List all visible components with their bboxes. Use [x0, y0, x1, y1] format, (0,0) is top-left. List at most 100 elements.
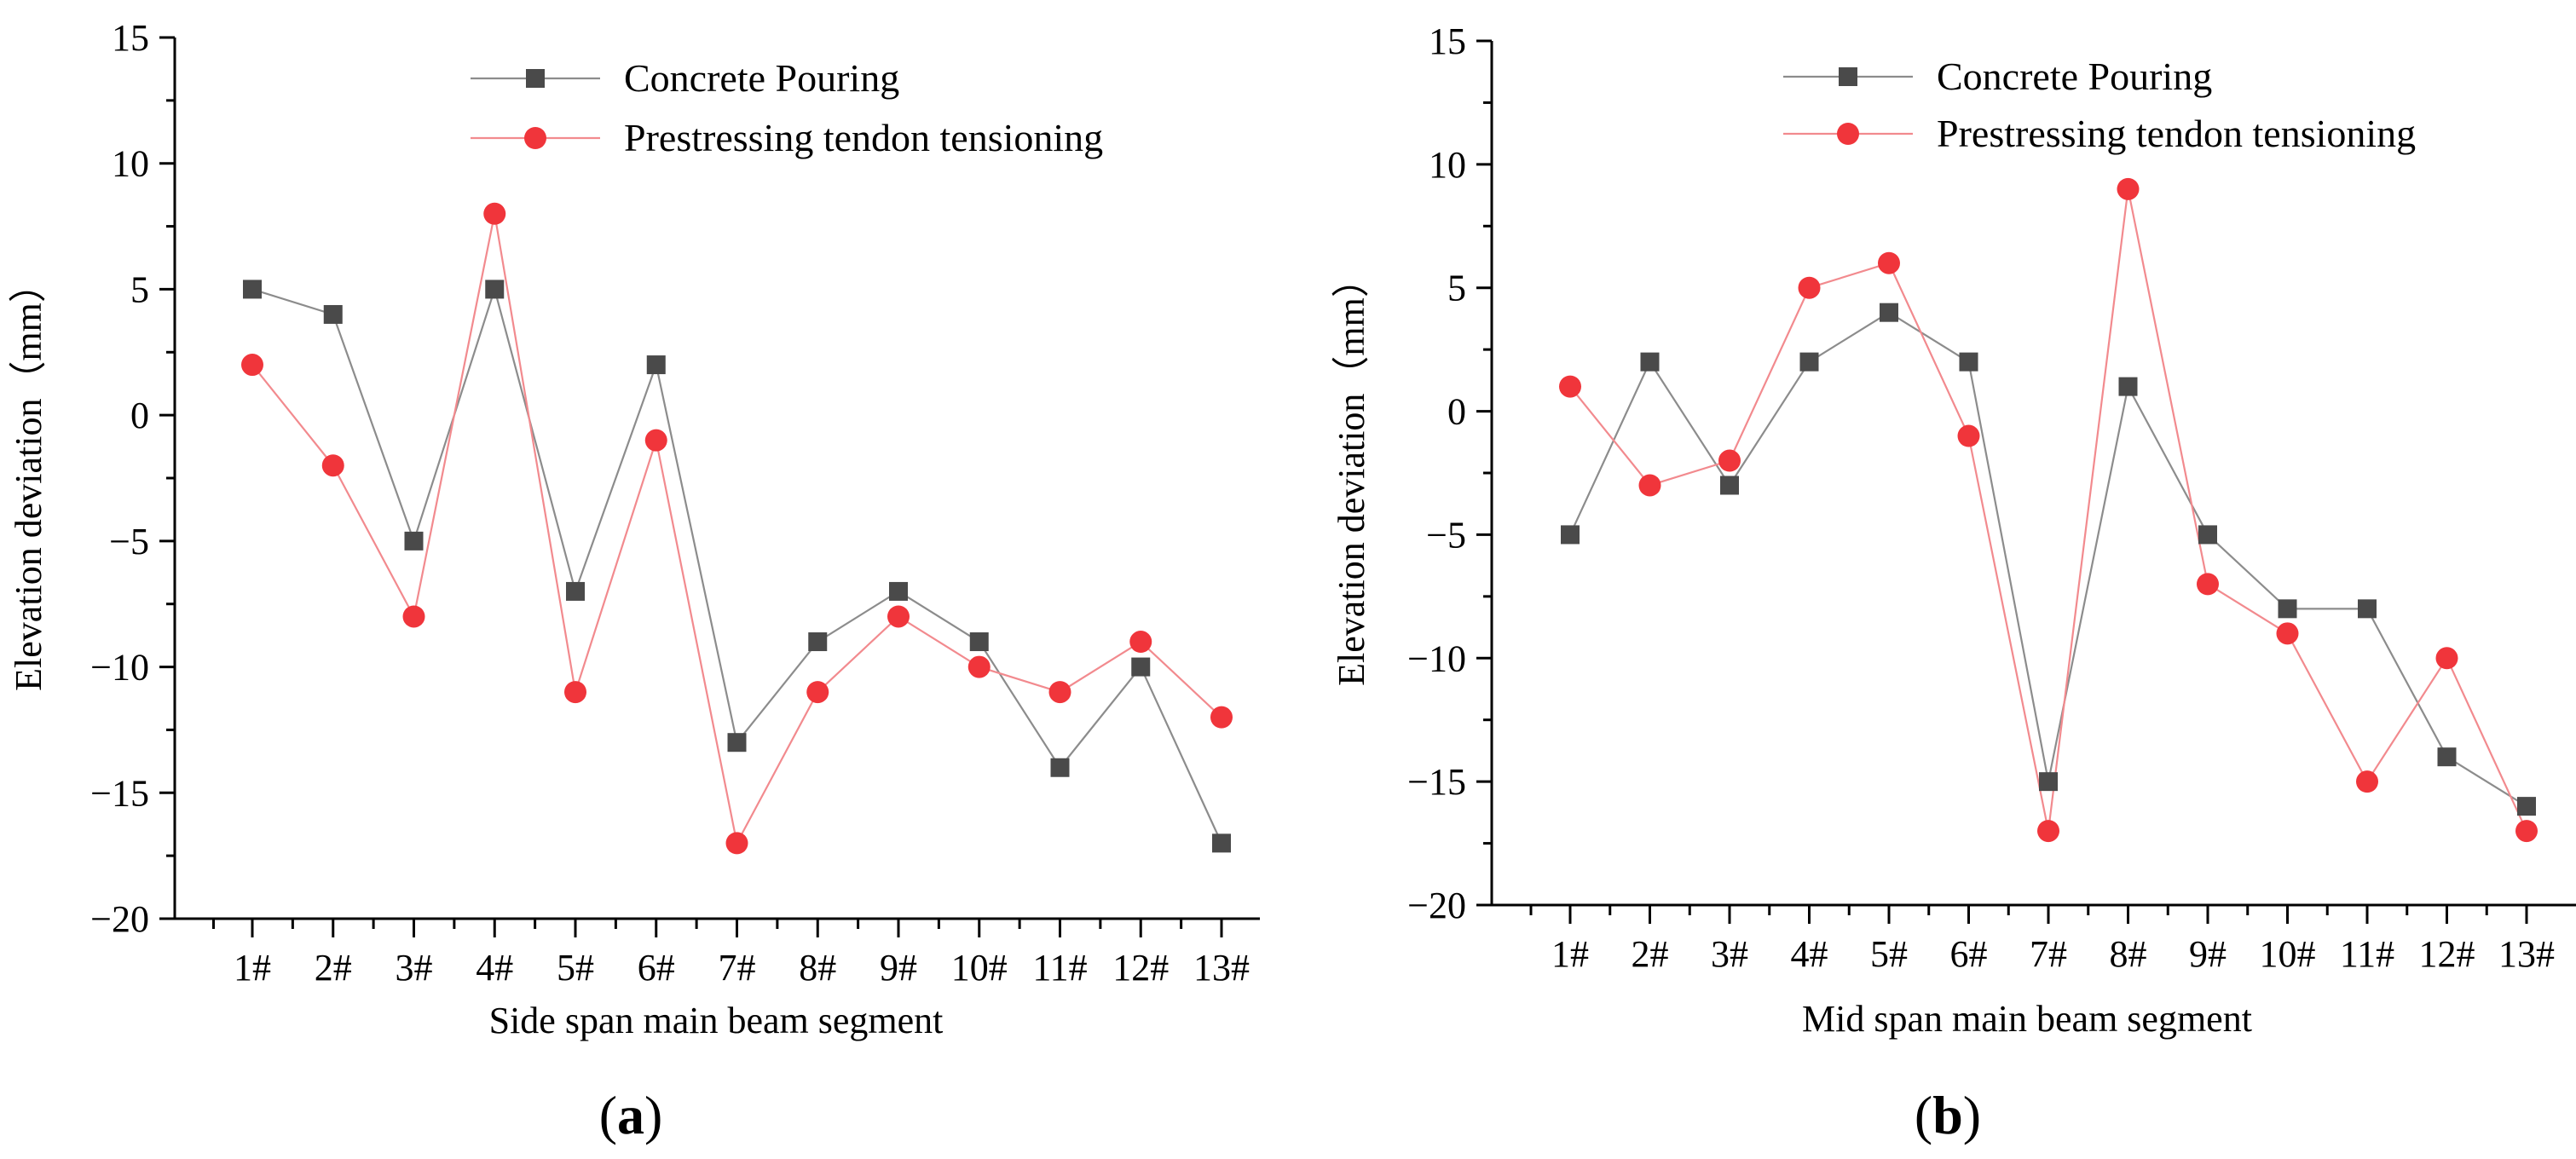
panel-a-tendon-tensioning-point: [1048, 681, 1071, 704]
panel-b-y-tick-label: 10: [1429, 144, 1466, 186]
panel-b-x-tick-label: 12#: [2419, 933, 2475, 975]
panel-a-concrete-pouring-point: [808, 632, 828, 652]
panel-b-concrete-pouring-point: [1720, 476, 1739, 495]
panel-a-concrete-pouring-point: [1131, 657, 1151, 677]
panel-a-x-tick-label: 6#: [638, 947, 675, 989]
panel-a-x-tick-label: 2#: [315, 947, 352, 989]
panel-a-legend-label-1: Concrete Pouring: [624, 56, 899, 100]
panel-a-concrete-pouring-point: [404, 531, 424, 551]
panel-a-x-axis-title: Side span main beam segment: [489, 1000, 944, 1041]
panel-b-y-tick-label: 15: [1429, 20, 1466, 62]
panel-b-tendon-tensioning-point: [1718, 449, 1741, 472]
panel-b-concrete-pouring-point: [2198, 525, 2217, 545]
panel-label-b: (b): [1915, 1085, 1981, 1145]
panel-a-x-tick-label: 8#: [799, 947, 836, 989]
panel-b-series-1-line: [1569, 311, 2527, 808]
panel-b-y-tick-label: −5: [1426, 514, 1466, 556]
panel-a-tendon-tensioning-point: [402, 605, 425, 628]
panel-a-tendon-tensioning-point: [1210, 706, 1233, 729]
panel-b-x-tick-label: 8#: [2110, 933, 2147, 975]
panel-a-y-tick-label: 15: [112, 17, 149, 59]
panel-a-concrete-pouring-point: [243, 280, 262, 299]
panel-a-concrete-pouring-point: [323, 304, 343, 324]
panel-b-x-tick-label: 10#: [2260, 933, 2316, 975]
panel-b-x-tick-label: 11#: [2340, 933, 2394, 975]
panel-a-x-tick-label: 5#: [557, 947, 594, 989]
panel-b-concrete-pouring-point: [1959, 352, 1978, 372]
panel-b-x-tick-label: 7#: [2030, 933, 2067, 975]
panel-b-legend-circle-marker: [1837, 123, 1859, 145]
panel-b-x-tick-label: 3#: [1711, 933, 1748, 975]
panel-b-tendon-tensioning-point: [2515, 820, 2538, 843]
panel-b-x-tick-label: 9#: [2189, 933, 2227, 975]
panel-a-legend-circle-marker: [524, 127, 546, 149]
panel-b-legend-label-1: Concrete Pouring: [1937, 55, 2212, 98]
panel-b-concrete-pouring-point: [1880, 303, 1898, 322]
panel-a-legend-label-2: Prestressing tendon tensioning: [624, 116, 1103, 159]
panel-a-concrete-pouring-point: [889, 581, 908, 601]
panel-b-x-axis-title: Mid span main beam segment: [1802, 998, 2252, 1040]
panel-a-y-tick-label: 5: [130, 268, 149, 310]
panel-label-a-close: ): [644, 1085, 662, 1145]
panel-b-concrete-pouring-point: [1640, 352, 1660, 372]
panel-label-b-open: (: [1915, 1085, 1932, 1145]
panel-label-b-close: ): [1963, 1085, 1981, 1145]
panel-a-tendon-tensioning-point: [483, 202, 506, 225]
panel-a-tendon-tensioning-point: [321, 454, 344, 477]
panel-b-series-2-line: [1569, 188, 2527, 832]
panel-a-concrete-pouring-point: [1212, 833, 1231, 853]
panel-label-a: (a): [599, 1085, 663, 1145]
panel-a-x-tick-label: 9#: [880, 947, 917, 989]
panel-b-x-tick-label: 2#: [1632, 933, 1669, 975]
panel-b-x-tick-label: 1#: [1551, 933, 1589, 975]
panel-a-x-tick-label: 12#: [1112, 947, 1169, 989]
panel-b-y-tick-label: −15: [1407, 761, 1466, 803]
panel-a-x-tick-label: 11#: [1032, 947, 1087, 989]
panel-b-concrete-pouring-point: [1561, 525, 1580, 545]
panel-a-x-tick-label: 7#: [719, 947, 756, 989]
panel-a-tendon-tensioning-point: [644, 429, 667, 452]
panel-b-x-tick-label: 13#: [2498, 933, 2555, 975]
panel-a-concrete-pouring-point: [566, 581, 585, 601]
panel-b-tendon-tensioning-point: [2037, 820, 2059, 843]
panel-b-x-tick-label: 4#: [1791, 933, 1828, 975]
panel-a-tendon-tensioning-point: [1129, 631, 1152, 654]
panel-b-x-tick-label: 5#: [1870, 933, 1908, 975]
panel-a-tendon-tensioning-point: [725, 832, 748, 855]
panel-a-concrete-pouring-point: [969, 632, 989, 652]
panel-a-tendon-tensioning-point: [241, 354, 263, 377]
panel-a-x-tick-label: 3#: [396, 947, 433, 989]
panel-b-tendon-tensioning-point: [2356, 770, 2378, 793]
panel-a-x-tick-label: 10#: [951, 947, 1008, 989]
panel-b-tendon-tensioning-point: [1957, 424, 1980, 447]
chart-panel-a: −20 −15 −10 −5 0 5 10 15 1# 2# 3# 4# 5# 6# 7# 8# 9# 10# 11…: [8, 17, 1260, 1041]
panel-b-tendon-tensioning-point: [1798, 276, 1821, 299]
panel-a-y-tick-label: −10: [90, 647, 149, 689]
panel-a-concrete-pouring-point: [727, 733, 747, 752]
panel-a-x-tick-label: 13#: [1193, 947, 1250, 989]
panel-b-concrete-pouring-point: [2118, 377, 2138, 396]
panel-b-concrete-pouring-point: [2437, 747, 2457, 767]
panel-b-tendon-tensioning-point: [2435, 647, 2458, 670]
panel-a-x-tick-label: 4#: [476, 947, 513, 989]
panel-b-tendon-tensioning-point: [2197, 573, 2219, 596]
panel-b-concrete-pouring-point: [2358, 599, 2377, 619]
panel-b-tendon-tensioning-point: [1878, 251, 1900, 274]
panel-label-a-letter: a: [617, 1085, 644, 1145]
panel-a-y-tick-label: −5: [109, 521, 149, 562]
panel-a-tendon-tensioning-point: [887, 605, 910, 628]
panel-b-concrete-pouring-point: [2278, 599, 2297, 619]
panel-a-legend-square-marker: [526, 69, 545, 88]
panel-b-tendon-tensioning-point: [2276, 622, 2299, 645]
panel-b-legend-label-2: Prestressing tendon tensioning: [1937, 112, 2416, 155]
panel-label-b-letter: b: [1932, 1085, 1963, 1145]
panel-a-y-tick-label: 10: [112, 143, 149, 185]
panel-b-concrete-pouring-point: [1799, 352, 1819, 372]
panel-a-y-tick-label: −15: [90, 772, 149, 814]
chart-panel-b: −20 −15 −10 −5 0 5 10 15 1# 2# 3# 4# 5# 6# 7# 8# 9# 10# 11…: [1331, 20, 2576, 1040]
panel-label-a-open: (: [599, 1085, 617, 1145]
panel-a-tendon-tensioning-point: [564, 681, 586, 704]
panel-a-y-tick-label: −20: [90, 898, 149, 940]
panel-a-concrete-pouring-point: [485, 280, 505, 299]
panel-b-concrete-pouring-point: [2517, 797, 2536, 816]
